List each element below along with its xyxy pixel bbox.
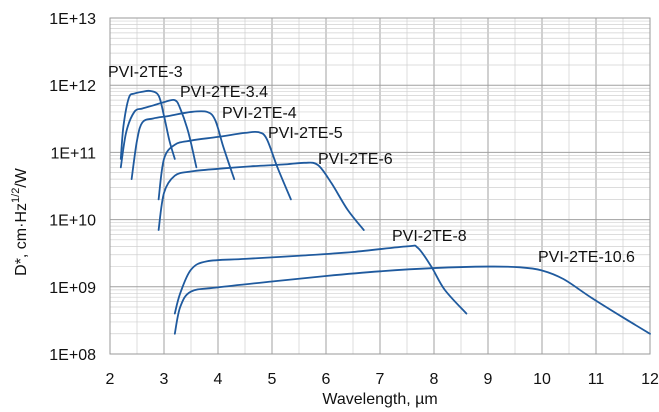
x-tick-label: 5 (268, 371, 277, 388)
y-axis-title-main: D*, cm·Hz (13, 203, 30, 276)
y-axis-ticks: 1E+08 1E+09 1E+10 1E+11 1E+12 1E+13 (49, 11, 96, 364)
y-axis-title: D*, cm·Hz1/2/W (10, 167, 30, 276)
y-tick-label: 1E+12 (49, 78, 96, 95)
x-axis-ticks: 2 3 4 5 6 7 8 9 10 11 12 (106, 371, 659, 388)
series-label: PVI-2TE-3.4 (180, 84, 268, 101)
y-tick-label: 1E+13 (49, 11, 96, 28)
x-tick-label: 11 (588, 371, 605, 388)
x-tick-label: 9 (484, 371, 493, 388)
x-tick-label: 12 (641, 371, 659, 388)
detectivity-curves (119, 89, 651, 335)
y-axis-title-unit: /W (13, 167, 30, 187)
series-curve-pvi-2te-10-6 (173, 265, 651, 335)
y-tick-label: 1E+08 (49, 347, 96, 364)
series-label: PVI-2TE-10.6 (538, 249, 635, 266)
x-tick-label: 8 (430, 371, 439, 388)
y-tick-label: 1E+09 (49, 280, 96, 297)
x-axis-title: Wavelength, µm (322, 391, 437, 408)
series-curve-pvi-2te-4 (130, 110, 236, 181)
plot-frame (109, 17, 651, 355)
series-label: PVI-2TE-4 (222, 105, 297, 122)
x-tick-label: 7 (376, 371, 385, 388)
x-tick-label: 2 (106, 371, 115, 388)
x-tick-label: 3 (160, 371, 169, 388)
y-axis-title-group: D*, cm·Hz1/2/W (10, 167, 30, 276)
y-tick-label: 1E+11 (50, 145, 96, 162)
series-curve-pvi-2te-3-4 (119, 98, 198, 169)
series-curve-pvi-2te-3 (119, 89, 176, 160)
series-label: PVI-2TE-6 (318, 151, 393, 168)
series-curve-pvi-2te-6 (157, 161, 365, 231)
x-tick-label: 6 (322, 371, 331, 388)
series-label: PVI-2TE-3 (108, 64, 183, 81)
series-label: PVI-2TE-5 (268, 125, 343, 142)
x-tick-label: 10 (533, 371, 551, 388)
series-label: PVI-2TE-8 (392, 228, 467, 245)
series-labels: PVI-2TE-3 PVI-2TE-3.4 PVI-2TE-4 PVI-2TE-5 PV… (108, 64, 635, 266)
series-curve-pvi-2te-8 (173, 244, 468, 315)
y-axis-title-superscript: 1/2 (10, 188, 22, 203)
x-tick-label: 4 (214, 371, 223, 388)
y-tick-label: 1E+10 (49, 213, 96, 230)
plot-gridlines (109, 17, 651, 355)
series-curve-pvi-2te-5 (157, 130, 292, 201)
